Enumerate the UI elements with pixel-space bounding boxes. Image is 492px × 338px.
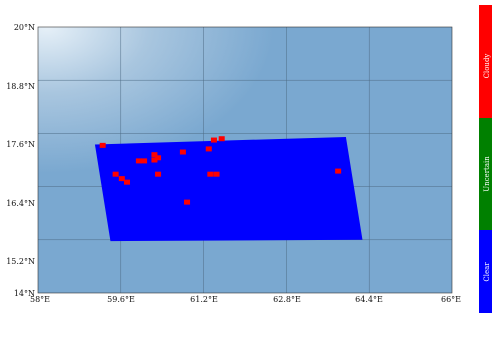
legend-colorbar: Cloudy Uncertain Clear bbox=[479, 5, 492, 313]
lon-tick-label: 58°E bbox=[30, 295, 50, 304]
cloud-pixel bbox=[179, 149, 186, 155]
lon-tick-label: 62.8°E bbox=[273, 295, 301, 304]
satellite-swath-clear bbox=[94, 136, 363, 242]
lon-tick-label: 66°E bbox=[441, 295, 461, 304]
lat-tick-label: 14°N bbox=[14, 289, 35, 298]
cloud-pixel bbox=[210, 137, 217, 143]
map-plot-area bbox=[37, 26, 453, 294]
cloud-pixel bbox=[155, 155, 162, 161]
legend-label-clear: Clear bbox=[483, 262, 491, 282]
cloud-pixel bbox=[151, 152, 158, 158]
cloud-pixels bbox=[99, 136, 342, 205]
lon-tick-label: 61.2°E bbox=[190, 295, 218, 304]
lat-tick-label: 18.8°N bbox=[6, 82, 35, 91]
lat-tick-label: 17.6°N bbox=[6, 140, 35, 149]
lon-axis: 58°E 59.6°E 61.2°E 62.8°E 64.4°E 66°E bbox=[30, 295, 461, 304]
cloud-pixel bbox=[141, 158, 148, 164]
cloud-pixel bbox=[135, 158, 142, 164]
legend-label-cloudy: Cloudy bbox=[483, 54, 491, 79]
cloud-pixel bbox=[118, 176, 125, 182]
cloud-pixel bbox=[207, 171, 214, 177]
map-frame bbox=[37, 26, 453, 294]
legend-swatch-cloudy bbox=[479, 5, 492, 118]
cloud-pixel bbox=[335, 168, 342, 174]
lon-tick-label: 64.4°E bbox=[355, 295, 383, 304]
legend-swatch-clear bbox=[479, 230, 492, 313]
legend-swatch-uncertain bbox=[479, 118, 492, 230]
cloud-pixel bbox=[99, 142, 106, 148]
lat-tick-label: 15.2°N bbox=[6, 257, 35, 266]
cloud-pixel bbox=[151, 157, 158, 163]
cloud-pixel bbox=[112, 171, 119, 177]
lat-tick-label: 16.4°N bbox=[6, 199, 35, 208]
lat-axis: 20°N 18.8°N 17.6°N 16.4°N 15.2°N 14°N bbox=[6, 23, 35, 298]
cloud-pixel bbox=[124, 179, 131, 185]
cloud-pixel bbox=[155, 171, 162, 177]
lon-tick-label: 59.6°E bbox=[107, 295, 135, 304]
legend-label-uncertain: Uncertain bbox=[483, 156, 491, 192]
cloud-pixel bbox=[213, 171, 220, 177]
cloud-pixel bbox=[184, 199, 191, 205]
lat-tick-label: 20°N bbox=[14, 23, 35, 32]
cloud-pixel bbox=[218, 136, 225, 142]
cloud-pixel bbox=[205, 146, 212, 152]
